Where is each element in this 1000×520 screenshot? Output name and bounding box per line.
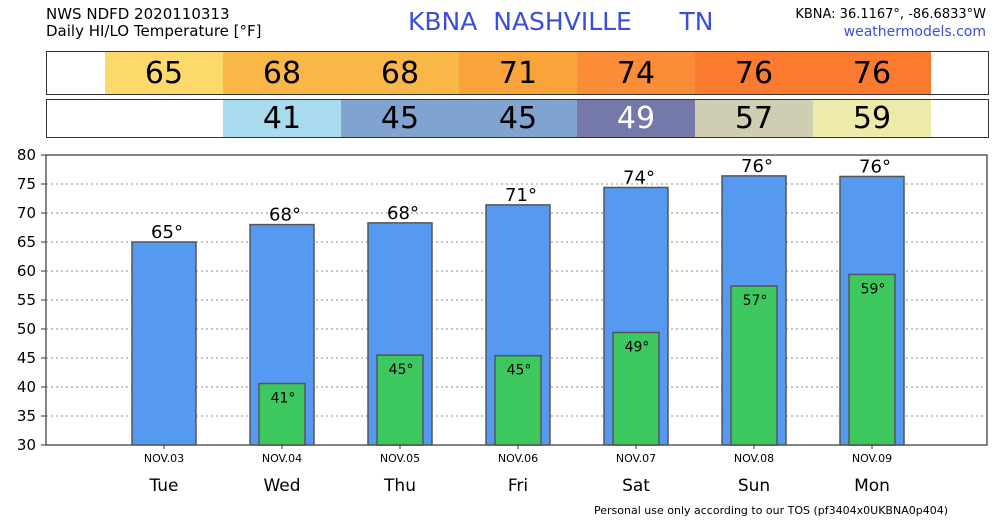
day-label: Sun xyxy=(738,476,770,496)
y-tick-label: 50 xyxy=(17,320,36,338)
day-label: Wed xyxy=(263,476,300,496)
y-tick-label: 55 xyxy=(17,291,36,309)
hi-temp-strip: 65 68 68 71 74 76 76 xyxy=(46,51,989,95)
hi-temp-cell: 76 xyxy=(695,52,813,94)
lo-bar-label: 45° xyxy=(507,363,532,379)
product-id: NWS NDFD 2020110313 xyxy=(46,5,230,23)
header-left: NWS NDFD 2020110313 Daily HI/LO Temperat… xyxy=(46,6,262,40)
hi-bar-label: 76° xyxy=(741,156,773,177)
day-label: Sat xyxy=(622,476,650,496)
y-tick-label: 30 xyxy=(17,436,36,454)
date-label: NOV.04 xyxy=(262,452,302,465)
hi-bar-label: 74° xyxy=(623,167,655,188)
y-tick-label: 40 xyxy=(17,378,36,396)
lo-bar-label: 57° xyxy=(743,293,768,309)
station-coords: KBNA: 36.1167°, -86.6833°W xyxy=(795,7,986,22)
site-link[interactable]: weathermodels.com xyxy=(843,24,986,40)
hi-bar-label: 68° xyxy=(269,205,301,226)
hi-temp-cell: 65 xyxy=(105,52,223,94)
hi-bar-label: 76° xyxy=(859,156,891,177)
lo-bar-label: 49° xyxy=(625,339,650,355)
date-label: NOV.08 xyxy=(734,452,774,465)
date-label: NOV.03 xyxy=(144,452,184,465)
hi-bar-label: 71° xyxy=(505,185,537,206)
station-name: KBNA NASHVILLE TN xyxy=(408,7,714,36)
lo-bar xyxy=(730,285,778,446)
day-label: Mon xyxy=(854,476,890,496)
hi-temp-cell: 68 xyxy=(341,52,459,94)
hi-temp-cell: 74 xyxy=(577,52,695,94)
hi-bar-label: 65° xyxy=(151,222,183,243)
lo-temp-cell: 45 xyxy=(459,100,577,137)
hi-bar xyxy=(131,241,197,446)
lo-temp-cell: 59 xyxy=(813,100,931,137)
chart-title: Daily HI/LO Temperature [°F] xyxy=(46,22,262,40)
lo-bar xyxy=(848,273,896,446)
y-tick-label: 75 xyxy=(17,175,36,193)
y-tick-label: 70 xyxy=(17,204,36,222)
lo-temp-cell: 49 xyxy=(577,100,695,137)
day-label: Fri xyxy=(508,476,528,496)
date-label: NOV.05 xyxy=(380,452,420,465)
tos-footer: Personal use only according to our TOS (… xyxy=(594,504,948,517)
lo-temp-cell: 41 xyxy=(223,100,341,137)
y-tick-label: 65 xyxy=(17,233,36,251)
day-label: Thu xyxy=(383,476,416,496)
lo-bar-label: 41° xyxy=(271,391,296,407)
hi-bar-label: 68° xyxy=(387,203,419,224)
lo-temp-cell: 57 xyxy=(695,100,813,137)
y-tick-label: 45 xyxy=(17,349,36,367)
hi-temp-cell: 71 xyxy=(459,52,577,94)
lo-temp-cell xyxy=(105,100,223,137)
lo-bar-label: 45° xyxy=(389,362,414,378)
hi-temp-cell: 68 xyxy=(223,52,341,94)
date-label: NOV.06 xyxy=(498,452,538,465)
lo-bar-label: 59° xyxy=(861,281,886,297)
y-tick-label: 60 xyxy=(17,262,36,280)
y-tick-label: 80 xyxy=(17,146,36,164)
day-label: Tue xyxy=(148,476,178,496)
lo-temp-strip: 41 45 45 49 57 59 xyxy=(46,99,989,138)
lo-temp-cell: 45 xyxy=(341,100,459,137)
date-label: NOV.07 xyxy=(616,452,656,465)
hi-temp-cell: 76 xyxy=(813,52,931,94)
date-label: NOV.09 xyxy=(852,452,892,465)
lo-bar xyxy=(494,354,542,446)
lo-bar xyxy=(258,382,306,446)
y-tick-label: 35 xyxy=(17,407,36,425)
